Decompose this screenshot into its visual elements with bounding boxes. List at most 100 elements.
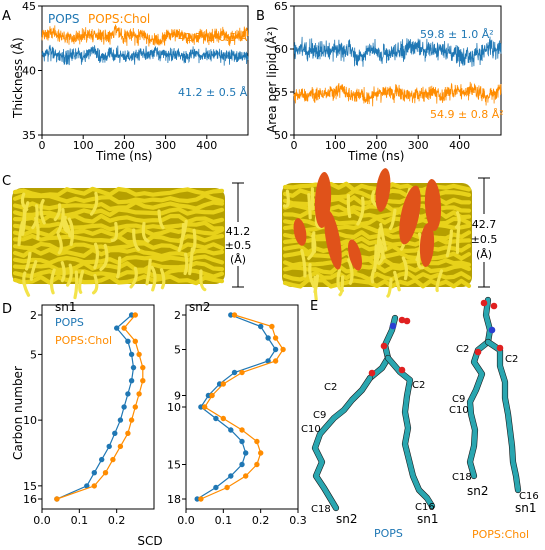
lipid-tail [307,193,312,220]
plot-d2-series [194,312,286,502]
lipid-tail [110,221,119,243]
d2-point-pops-chol [258,450,264,456]
lipid-tail [56,233,63,255]
a-xtick-label: 300 [155,139,176,152]
d1-point-pops [84,483,90,489]
chol-sn2-chain [467,339,491,479]
d1-point-pops [128,378,135,384]
d1-point-pops-chol [102,470,109,476]
lipid-tail [445,229,453,258]
b-xtick-label: 0 [291,139,298,152]
panel-b-label: B [256,9,265,24]
a-xtick-label: 400 [196,139,217,152]
b-ytick-label: 60 [274,43,288,56]
membrane-pops-chol [282,168,472,301]
lipid-tail [21,208,27,236]
b-xlabel: Time (ns) [347,149,404,163]
a-xlabel: Time (ns) [95,149,152,163]
panel-a-label: A [2,9,11,24]
d2-point-pops [265,358,271,364]
a-xtick-label: 0 [39,139,46,152]
d2-point-pops [216,381,223,387]
lipid-tail [356,196,365,226]
pops-oxygen-atom [403,317,411,325]
d1-point-pops [125,338,131,344]
d2-point-pops [231,369,238,376]
lipid-tail [141,221,150,243]
lipid-tail [99,243,109,272]
thickness-unit-right: (Å) [476,248,492,261]
d2-ytick-label: 18 [167,493,181,506]
panel-e-label: E [310,299,318,314]
thickness-value-right: 42.7 [472,218,497,231]
d2-point-pops [198,404,204,410]
lipid-tail [313,274,320,294]
lipid-tail [92,274,99,295]
lipid-tail [132,228,141,252]
chol-oxygen-atom [474,348,482,356]
d2-point-pops-chol [254,461,260,468]
lipid-tail [12,274,225,286]
lipid-tail [401,256,409,281]
pops-title: POPS [374,527,403,540]
d1-point-pops-chol [110,456,116,463]
dimension-label-bg-right [472,214,496,262]
d2-xtick-label: 0.3 [289,514,307,527]
plot-b-frame [293,5,502,136]
b-series-pops [293,36,502,67]
d1-point-pops [91,470,98,476]
plot-a-series [41,24,249,66]
plot-d1-series [54,312,146,502]
annot-a-pops: 41.2 ± 0.5 Å [178,86,248,99]
d2-line-pops [196,314,277,500]
pops-c2-sn2-label: C2 [324,382,337,393]
d1-point-pops [117,417,124,423]
d1-point-pops [128,312,135,318]
chol-c2-sn2-label: C2 [456,344,469,355]
b-ytick-label: 50 [274,129,288,142]
thickness-sd-left: ±0.5 [225,239,252,252]
cholesterol-molecule [324,210,342,270]
annot-b-chol: 54.9 ± 0.8 Å² [430,108,504,121]
lipid-tail [53,203,62,222]
pops-c9-label: C9 [313,410,326,421]
lipid-tail [370,190,379,208]
d-xlabel: SCD [137,534,162,548]
lipid-tail [22,271,31,297]
chol-sn1-chain [485,339,521,493]
lipid-tail [31,204,39,230]
plot-d2-axes: 0.0 0.1 0.2 0.3 2 5 910 15 18 [167,309,307,527]
panel-b: B 0 100 200 300 400 50 55 60 65 59.8 ± 1.0 Å² 54… [256,0,504,163]
lipid-tail [17,221,24,247]
lipid-tail [347,258,354,285]
lipid-tail [12,241,225,252]
lipid-tail [89,191,99,216]
d1-point-pops [121,404,127,410]
pops-sn2-label: sn2 [336,512,358,526]
a-ylabel: Thickness (Å) [10,37,25,119]
panel-d-label: D [2,302,12,317]
plot-b-axes: 0 100 200 300 400 50 55 60 65 [274,0,470,152]
d-ylabel: Carbon number [11,366,25,460]
d1-xtick-label: 0.1 [71,514,89,527]
a-xtick-label: 200 [114,139,135,152]
panel-a: A 0 100 200 300 400 35 40 45 POPS POPS:Chol 42.… [2,0,249,163]
pops-c2-sn1-label: C2 [412,380,425,391]
lipid-tail [157,209,165,230]
d1-legend-pops: POPS [55,316,84,329]
b-xtick-label: 100 [325,139,346,152]
chol-c2-sn1-label: C2 [505,354,518,365]
lipid-tail [56,208,65,235]
b-series-pops-chol [293,81,502,107]
d1-ytick-label: 5 [30,348,37,361]
d1-ytick-label: 15 [23,480,37,493]
chol-c10-label: C10 [449,405,469,416]
lipid-tail [416,250,425,270]
d2-point-pops-chol [198,496,204,502]
d1-ytick-label: 2 [30,309,37,322]
d2-point-pops [194,496,200,502]
legend-pops-chol: POPS:Chol [88,12,150,26]
d1-point-pops-chol [117,443,124,450]
